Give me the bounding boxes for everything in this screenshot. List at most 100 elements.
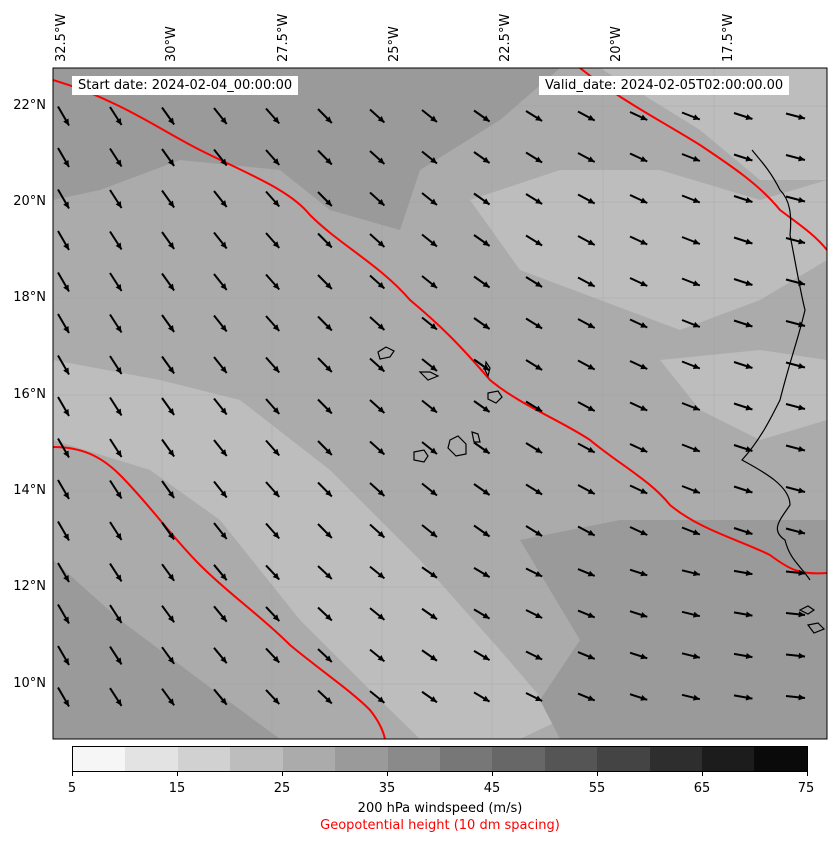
wind-arrow-head-icon: [63, 243, 69, 250]
cape-verde-island-2: [418, 371, 440, 381]
wind-arrow-head-icon: [63, 160, 69, 167]
wind-arrow-head-icon: [535, 612, 543, 619]
wind-arrow-head-icon: [325, 365, 332, 372]
wind-arrow-head-icon: [745, 529, 753, 535]
wind-arrow-head-icon: [745, 321, 753, 328]
wind-arrow-head-icon: [430, 157, 437, 164]
wind-arrow-head-icon: [220, 117, 227, 124]
wind-arrow-head-icon: [220, 241, 227, 249]
wind-arrow-head-icon: [640, 405, 648, 411]
wind-arrow-head-icon: [745, 280, 753, 286]
wind-arrow-head-icon: [587, 405, 595, 411]
wind-arrow-head-icon: [798, 404, 805, 411]
wind-arrow-head-icon: [692, 238, 700, 245]
lat-label: 18°N: [13, 290, 46, 305]
wind-arrow-head-icon: [587, 114, 595, 121]
wind-arrow-head-icon: [325, 116, 332, 123]
wind-arrow-head-icon: [168, 491, 175, 498]
wind-arrow-head-icon: [798, 362, 805, 369]
wind-arrow-head-icon: [640, 114, 648, 121]
windspeed-field-dark-sw: [53, 560, 280, 739]
wind-arrow-head-icon: [168, 532, 175, 540]
wind-arrow-head-icon: [745, 694, 753, 701]
wind-arrow-head-icon: [798, 445, 805, 452]
cape-verde-island-7: [471, 431, 481, 443]
wind-arrow-head-icon: [798, 528, 805, 535]
wind-arrow-head-icon: [220, 532, 227, 539]
wind-arrow-head-icon: [272, 324, 280, 331]
lon-label: 27.5°W: [276, 13, 291, 62]
wind-arrow-head-icon: [272, 365, 280, 373]
wind-arrow-head-icon: [482, 447, 490, 454]
wind-arrow-head-icon: [482, 198, 490, 205]
wind-arrow-head-icon: [377, 572, 385, 579]
lat-label: 14°N: [13, 483, 46, 498]
wind-arrow-head-icon: [482, 156, 490, 163]
colorbar-tickmark: [702, 772, 703, 776]
wind-arrow-head-icon: [115, 242, 122, 250]
wind-arrow-head-icon: [692, 321, 700, 328]
wind-arrow-head-icon: [535, 530, 543, 536]
colorbar-tick-label: 35: [378, 781, 396, 796]
wind-arrow-head-icon: [745, 446, 753, 452]
wind-arrow-head-icon: [220, 158, 227, 166]
lon-label: 30°W: [164, 26, 179, 62]
wind-arrow-head-icon: [640, 529, 648, 536]
wind-arrow-head-icon: [115, 657, 122, 665]
wind-arrow-head-icon: [272, 116, 280, 124]
wind-arrow-head-icon: [692, 404, 700, 411]
wind-arrow-head-icon: [482, 281, 490, 288]
wind-arrow-head-icon: [640, 653, 648, 660]
wind-arrow-head-icon: [430, 364, 437, 371]
colorbar-tickmark: [387, 772, 388, 776]
lat-label: 10°N: [13, 676, 46, 691]
lat-label: 20°N: [13, 194, 46, 209]
wind-arrow-head-icon: [272, 158, 280, 165]
colorbar-segment: [492, 747, 545, 771]
lat-label: 16°N: [13, 387, 46, 402]
wind-arrow-head-icon: [640, 322, 648, 328]
wind-arrow-head-icon: [168, 408, 175, 415]
geopotential-contour-north: [53, 79, 827, 575]
wind-arrow-head-icon: [115, 615, 122, 623]
wind-arrow-head-icon: [325, 448, 332, 455]
wind-arrow-head-icon: [798, 279, 805, 286]
cape-verde-island-4: [487, 390, 503, 404]
colorbar-tickmark: [807, 772, 808, 776]
wind-arrow-head-icon: [377, 696, 385, 703]
wind-arrow-head-icon: [798, 569, 805, 576]
wind-arrow-head-icon: [220, 366, 227, 373]
wind-arrow-head-icon: [377, 157, 385, 164]
wind-arrow-head-icon: [745, 487, 753, 494]
wind-arrow-head-icon: [430, 696, 437, 703]
wind-arrow-head-icon: [115, 118, 122, 125]
wind-arrow-head-icon: [168, 200, 175, 208]
wind-arrow-head-icon: [377, 116, 385, 123]
colorbar-tickmark: [282, 772, 283, 776]
lon-label: 25°W: [387, 26, 402, 62]
wind-arrow-head-icon: [325, 696, 332, 704]
colorbar-tick-label: 25: [273, 781, 291, 796]
wind-arrow-head-icon: [640, 156, 648, 162]
wind-arrow-head-icon: [535, 156, 543, 163]
wind-arrow-head-icon: [167, 573, 175, 581]
wind-arrow-head-icon: [482, 571, 490, 578]
wind-arrow-head-icon: [377, 448, 385, 455]
cape-verde-island-1: [377, 346, 395, 360]
wind-arrow-head-icon: [745, 404, 753, 411]
wind-arrow-head-icon: [220, 449, 227, 456]
windspeed-field-light-ne: [600, 68, 827, 180]
wind-arrow-head-icon: [377, 199, 385, 206]
windspeed-field-light-corridor: [53, 360, 560, 739]
colorbar-tick-label: 55: [588, 781, 606, 796]
wind-arrow-head-icon: [482, 322, 490, 329]
colorbar-tick-label: 45: [483, 781, 501, 796]
wind-arrow-head-icon: [482, 405, 490, 412]
wind-arrow-head-icon: [587, 239, 595, 245]
wind-arrow-head-icon: [745, 238, 753, 245]
wind-arrow-head-icon: [115, 533, 122, 540]
wind-arrow-head-icon: [693, 611, 700, 618]
wind-arrow-head-icon: [482, 239, 490, 246]
wind-arrow-head-icon: [692, 487, 700, 494]
wind-arrow-head-icon: [220, 407, 227, 415]
